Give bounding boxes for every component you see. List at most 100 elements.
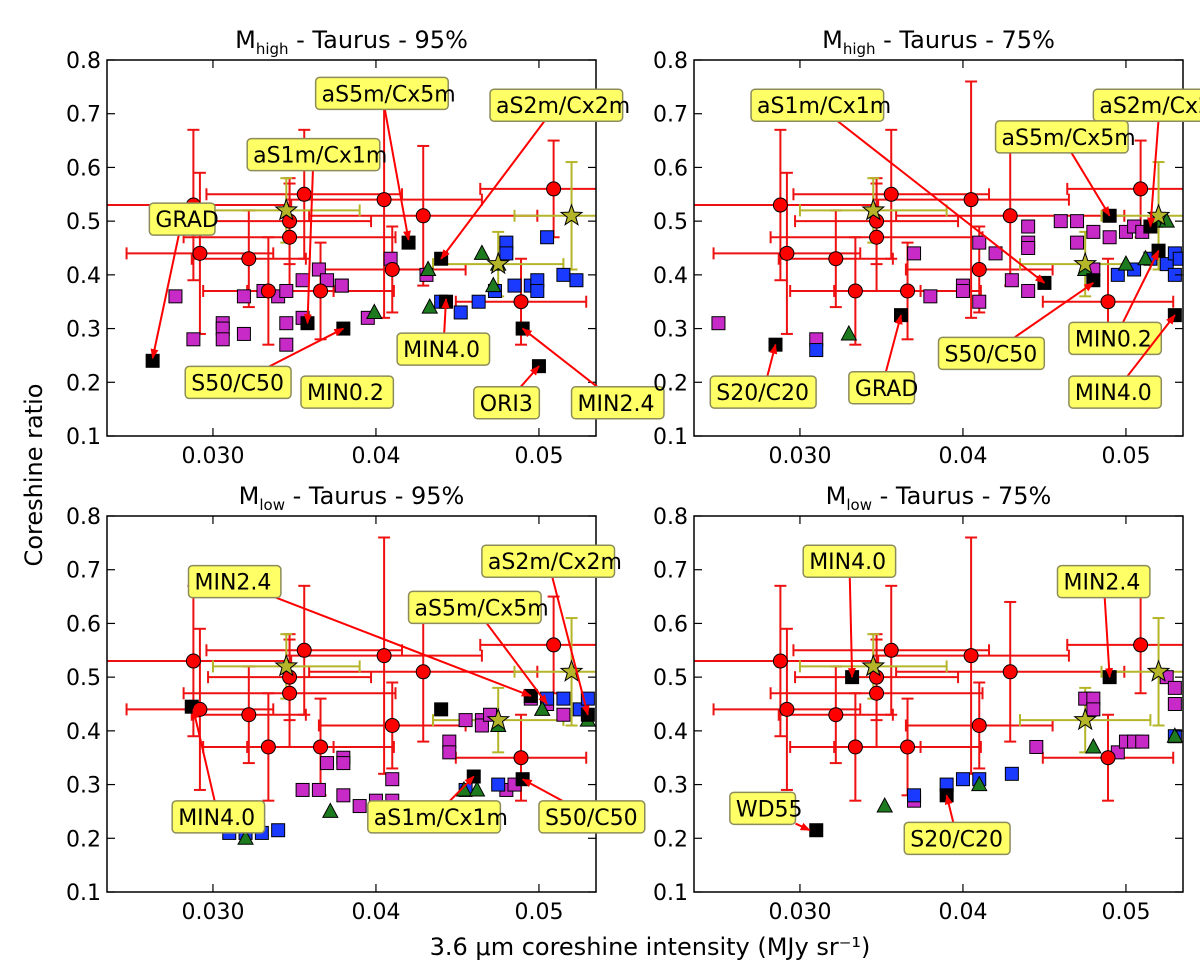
observed-core-marker [971, 717, 987, 733]
model-square-marker [236, 326, 251, 341]
x-axis-label: 3.6 μm coreshine intensity (MJy sr⁻¹) [430, 933, 871, 961]
annotation-arrow [440, 120, 546, 260]
reference-star-marker [1073, 707, 1098, 731]
model-square-marker [809, 343, 824, 358]
axes-frame [693, 515, 1184, 893]
model-square-marker [1021, 283, 1036, 298]
x-tick-label: 0.05 [1101, 900, 1150, 925]
annotation: aS2m/Cx2m [1092, 88, 1200, 228]
annotation-arrow [191, 708, 216, 802]
annotation-box [937, 336, 1046, 371]
model-square-marker [311, 262, 326, 277]
annotation-box [1068, 321, 1163, 356]
annotation-arrow [944, 794, 955, 823]
observed-core-marker [772, 653, 788, 669]
annotation: aS2m/Cx2m [440, 88, 630, 260]
annotation-box [246, 137, 381, 172]
observed-core-marker [513, 294, 529, 310]
observed-core-marker [1133, 181, 1149, 197]
observed-core-marker [546, 637, 562, 653]
annotation: WD55 [729, 791, 811, 832]
observed-core-marker [883, 186, 899, 202]
x-tick-label: 0.05 [514, 444, 563, 469]
y-tick-label: 0.2 [653, 827, 688, 852]
observed-core-marker [779, 245, 795, 261]
panel-title: Mlow - Taurus - 95% [239, 482, 465, 514]
annotation-arrow [521, 327, 598, 388]
panel-3: Mlow - Taurus - 95% 0.1 0.2 0.3 0.4 0.5 0.6 0.7… [66, 482, 646, 925]
annotation: MIN2.4 [187, 564, 532, 697]
axes-frame [693, 59, 1184, 437]
observed-core-marker [869, 685, 885, 701]
annotation: GRAD [848, 314, 918, 405]
title-rest: - Taurus - 95% [289, 26, 468, 54]
annotation-arrow [275, 596, 532, 697]
panel-4: Mlow - Taurus - 75% 0.1 0.2 0.3 0.4 0.5 0.6 0.7… [653, 482, 1184, 925]
annotation-label: S50/C50 [191, 371, 284, 396]
model-square-marker [1167, 680, 1182, 695]
annotation-box [148, 202, 216, 236]
observed-core-marker [779, 701, 795, 717]
y-tick-label: 0.4 [653, 264, 688, 289]
model-square-marker [279, 337, 294, 352]
annotation-box [300, 375, 395, 409]
annotation: MIN4.0 [171, 708, 266, 834]
annotation-label: aS1m/Cx1m [253, 144, 387, 169]
observed-core-marker [376, 192, 392, 208]
annotation-box [709, 375, 817, 409]
model-square-marker [988, 246, 1003, 261]
observed-core-marker [963, 192, 979, 208]
reference-star-marker [861, 197, 886, 221]
model-square-marker [320, 756, 335, 771]
observed-core-marker [313, 283, 329, 299]
model-triangle-marker [970, 775, 988, 792]
annotation: MIN4.0 [802, 544, 897, 679]
observed-core-marker [513, 750, 529, 766]
model-square-marker [1086, 224, 1101, 239]
model-square-marker [1021, 241, 1036, 255]
y-tick-label: 0.7 [653, 103, 688, 128]
model-square-marker [352, 799, 367, 814]
annotation: MIN0.2 [300, 375, 395, 409]
annotation-label: MIN2.4 [578, 392, 655, 417]
observed-core-marker [1100, 294, 1116, 310]
named-model-marker [1086, 273, 1101, 288]
reference-star-marker [559, 659, 584, 682]
annotation-box [489, 88, 624, 122]
model-square-marker [279, 316, 294, 331]
title-subscript: low [259, 496, 285, 514]
annotation-arrow [441, 298, 450, 334]
model-square-marker [336, 788, 351, 803]
observed-core-marker [847, 739, 863, 755]
y-tick-label: 0.4 [66, 264, 101, 289]
observed-core-marker [282, 685, 298, 701]
y-tick-label: 0.1 [66, 881, 101, 906]
annotation-label: aS2m/Cx2m [1099, 94, 1200, 119]
model-triangle-marker [468, 780, 486, 797]
annotation-box [802, 544, 897, 578]
y-tick-label: 0.3 [66, 318, 101, 343]
panel-title: Mhigh - Taurus - 95% [235, 26, 468, 58]
model-triangle-marker [484, 276, 502, 293]
annotation-box [407, 590, 542, 625]
title-rest: - Taurus - 75% [872, 482, 1051, 510]
model-square-marker [1021, 219, 1036, 234]
model-square-marker [1070, 235, 1085, 250]
annotation-arrow [519, 365, 540, 388]
observed-core-marker [900, 283, 916, 299]
plot-area [107, 80, 596, 401]
observed-core-marker [296, 186, 312, 202]
annotation-arrow [1013, 282, 1095, 339]
title-main: M [822, 26, 843, 54]
observed-core-marker [1100, 750, 1116, 766]
y-tick-label: 0.5 [653, 210, 688, 235]
model-triangle-marker [419, 260, 437, 276]
annotation-box [396, 332, 491, 366]
model-square-marker [385, 772, 400, 787]
reference-star-marker [274, 653, 299, 677]
model-square-marker [279, 283, 294, 298]
observed-core-marker [415, 664, 431, 680]
model-triangle-marker [1137, 249, 1154, 266]
annotation-label: S20/C20 [716, 381, 809, 406]
